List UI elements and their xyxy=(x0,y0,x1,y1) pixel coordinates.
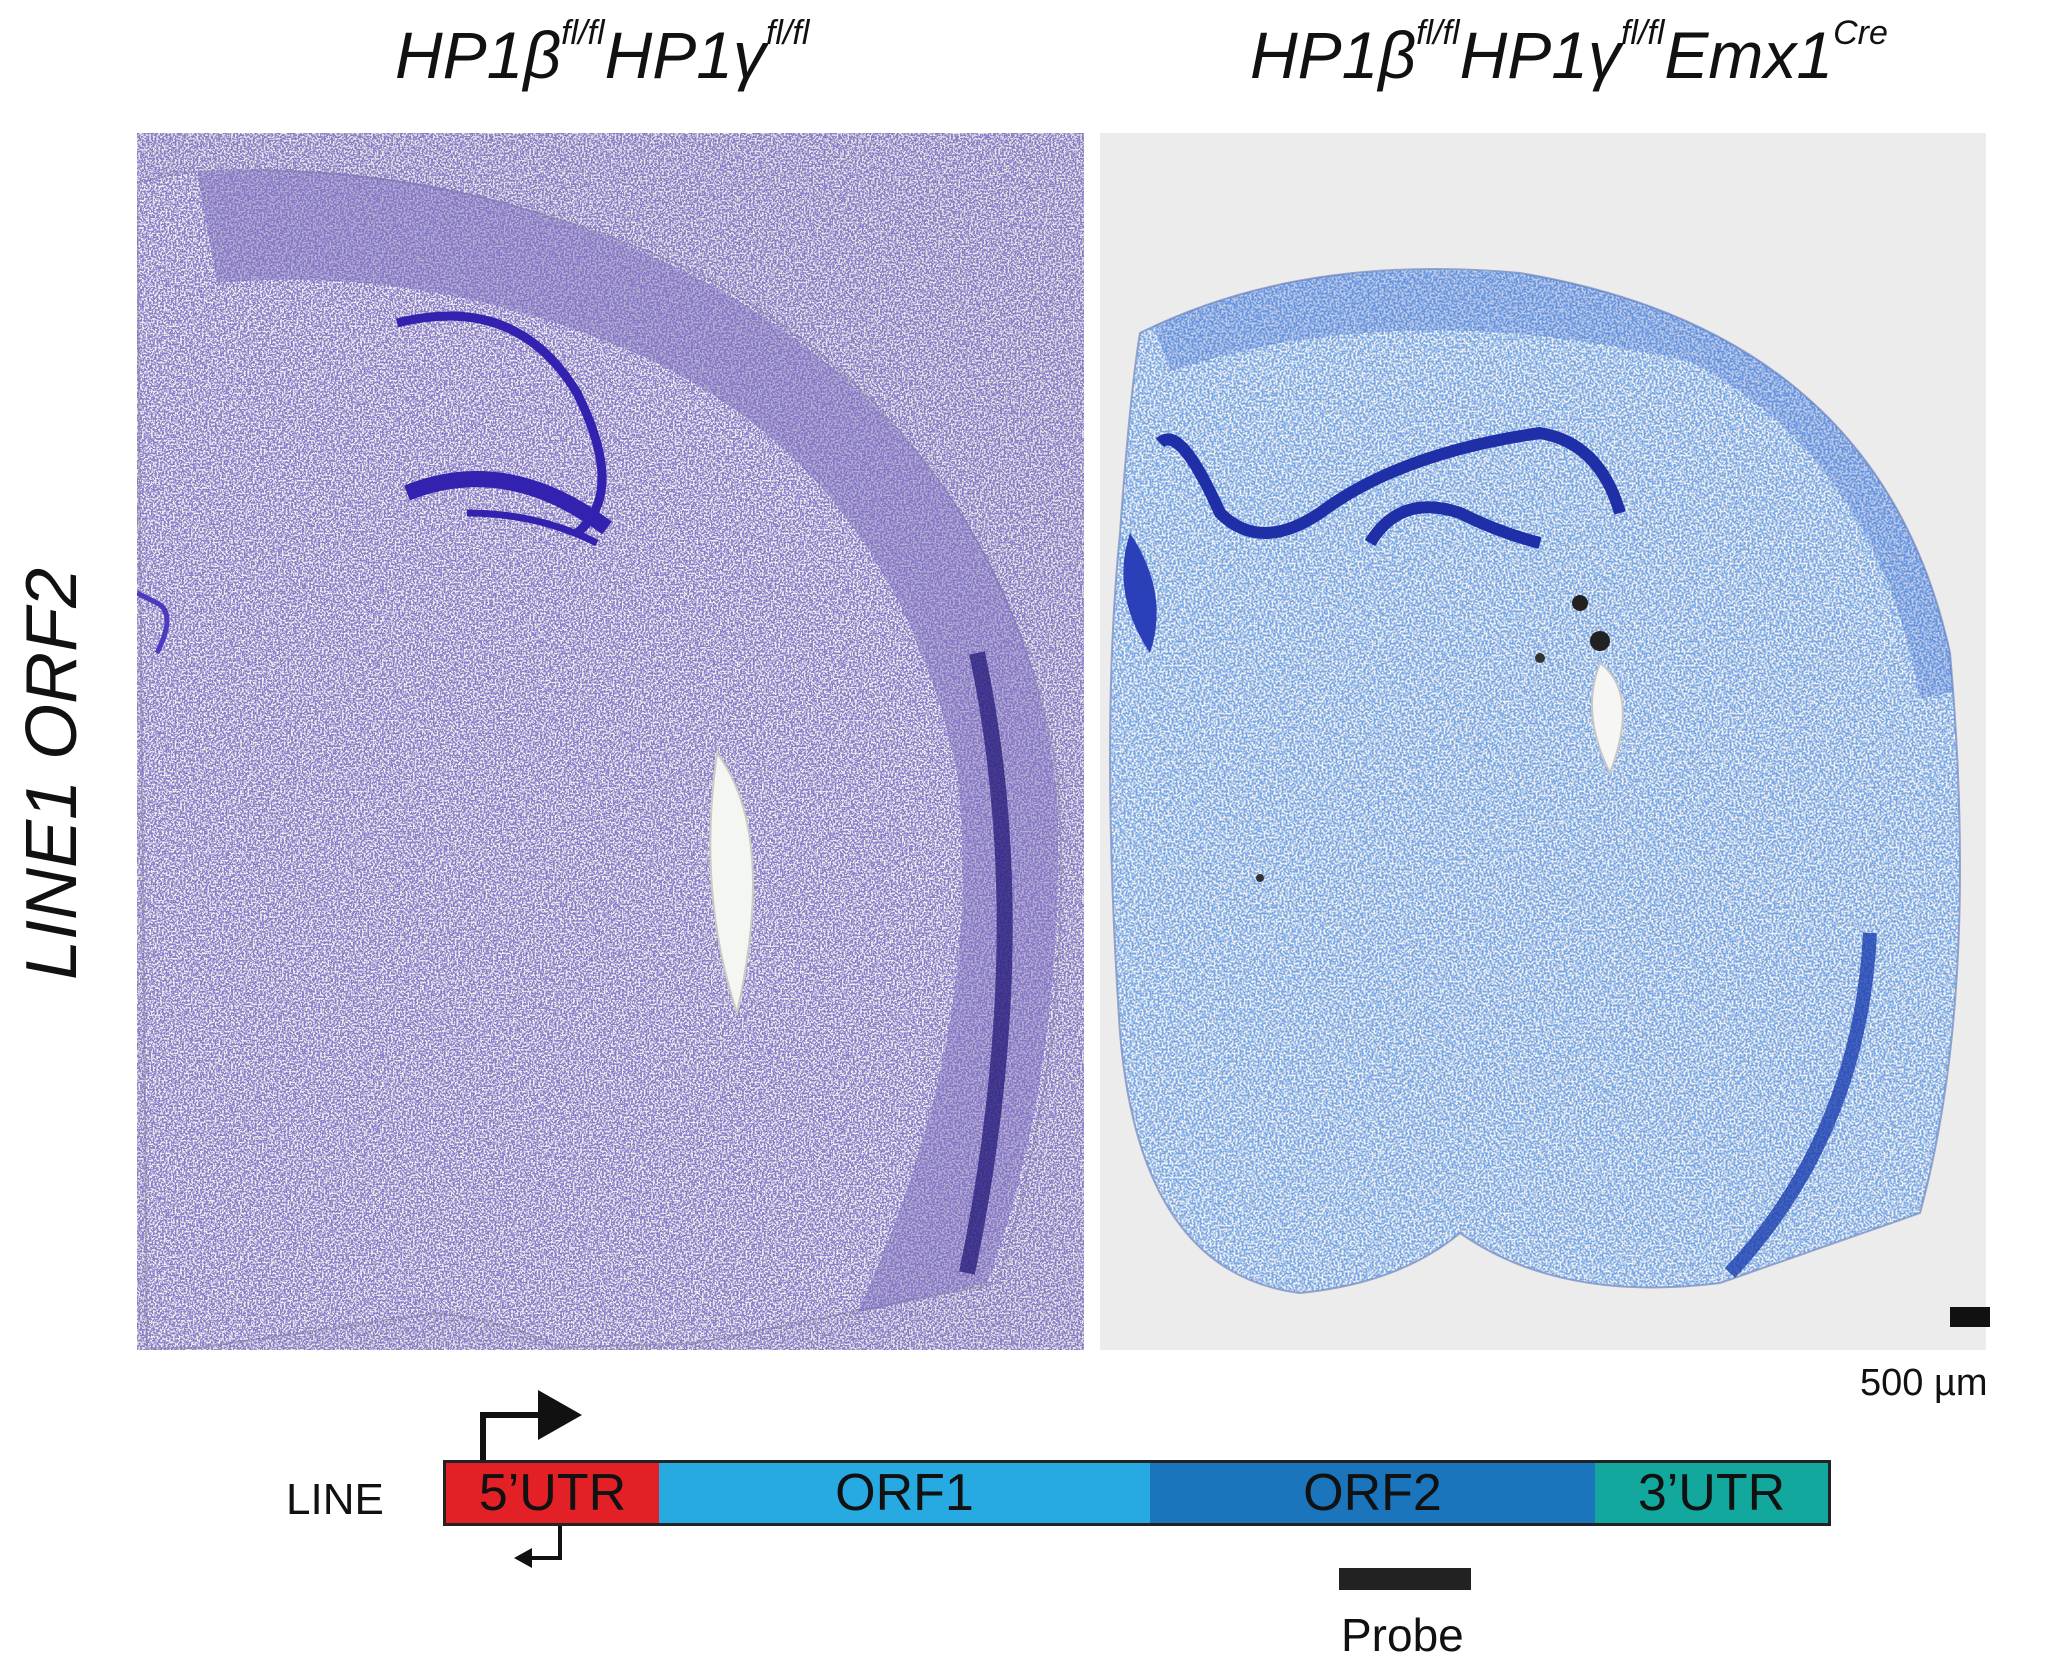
brain-section-knockout-drawing xyxy=(1109,268,1961,1295)
segment-3utr: 3’UTR xyxy=(1595,1460,1831,1526)
probe-label: Probe xyxy=(1341,1609,1464,1661)
segment-orf1: ORF1 xyxy=(659,1460,1153,1526)
scale-bar xyxy=(1950,1307,1990,1327)
probe-bar xyxy=(1339,1568,1471,1590)
segment-orf2: ORF2 xyxy=(1150,1460,1598,1526)
panel-title-knockout: HP1βfl/flHP1γfl/flEmx1Cre xyxy=(1250,14,1888,92)
line-element-label: LINE xyxy=(286,1475,384,1524)
segment-5utr: 5’UTR xyxy=(443,1460,662,1526)
scale-bar-label: 500 µm xyxy=(1860,1362,1988,1404)
brain-section-control-image xyxy=(137,133,1084,1350)
brain-section-control-drawing xyxy=(137,133,1084,1350)
panel-title-control: HP1βfl/flHP1γfl/fl xyxy=(395,14,810,92)
sense-promoter-arrow-icon xyxy=(480,1390,582,1460)
antisense-promoter-arrow-icon xyxy=(514,1526,562,1568)
brain-section-knockout-image xyxy=(1100,133,1986,1350)
